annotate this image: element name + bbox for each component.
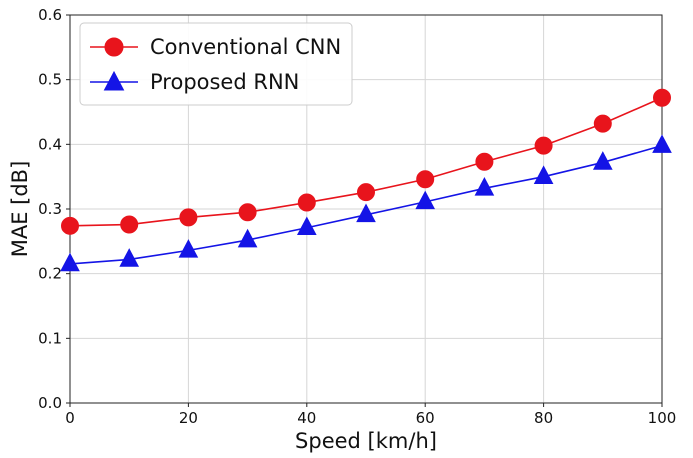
x-tick-label: 60 [416,409,435,427]
data-point-proposed-rnn [592,151,613,170]
data-point-proposed-rnn [652,134,672,153]
data-point-conventional-cnn [416,170,435,189]
data-point-proposed-rnn [296,216,317,236]
data-point-proposed-rnn [60,252,80,272]
data-point-conventional-cnn [475,152,494,171]
y-tick-label: 0.6 [38,6,62,24]
data-point-conventional-cnn [238,203,257,222]
y-tick-label: 0.4 [38,135,62,153]
data-point-proposed-rnn [119,248,140,267]
data-point-proposed-rnn [474,177,495,196]
y-tick-label: 0.3 [38,200,62,218]
data-point-proposed-rnn [415,190,436,210]
data-point-proposed-rnn [178,239,199,258]
legend-label-conventional-cnn: Conventional CNN [150,35,341,59]
x-tick-label: 100 [648,409,677,427]
data-point-proposed-rnn [237,228,258,248]
data-point-conventional-cnn [593,114,612,133]
legend-marker-proposed-rnn [103,70,125,91]
legend: Conventional CNN Proposed RNN [79,22,353,106]
x-tick-label: 80 [534,409,553,427]
data-point-proposed-rnn [533,165,554,184]
data-point-conventional-cnn [120,215,139,234]
y-tick-label: 0.2 [38,265,62,283]
y-axis-label: MAE [dB] [8,161,32,258]
y-tick-label: 0.5 [38,71,62,89]
x-tick-label: 20 [179,409,198,427]
x-tick-label: 0 [65,409,75,427]
y-tick-label: 0.0 [38,394,62,412]
data-point-conventional-cnn [179,208,198,227]
tick-layer: 0 20 40 60 80 100 0.0 0.1 0.2 0.3 0.4 0.5 0.6 [38,6,676,427]
data-point-conventional-cnn [357,183,375,202]
data-point-conventional-cnn [297,193,316,212]
legend-box [79,22,353,106]
data-point-conventional-cnn [61,216,79,235]
data-point-conventional-cnn [534,136,553,155]
data-point-conventional-cnn [653,88,671,107]
series-layer [60,88,672,272]
y-tick-label: 0.1 [38,329,62,347]
legend-label-proposed-rnn: Proposed RNN [150,70,299,94]
data-point-proposed-rnn [356,203,376,223]
legend-marker-conventional-cnn [104,37,124,57]
x-axis-label: Speed [km/h] [295,429,437,453]
x-tick-label: 40 [297,409,316,427]
